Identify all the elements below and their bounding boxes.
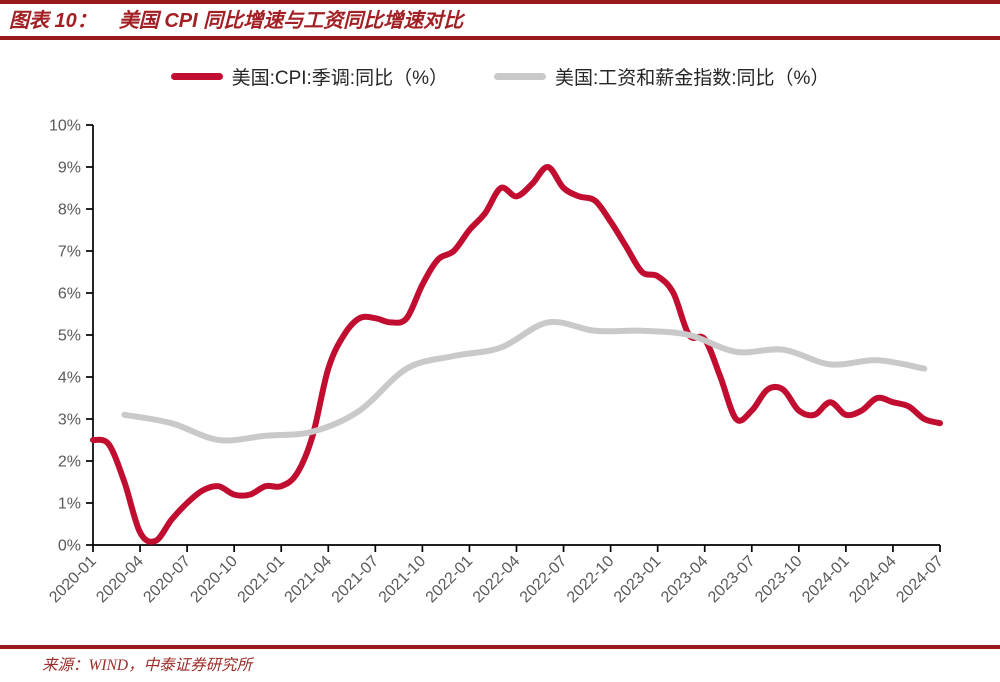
- x-tick-label: 2022-07: [517, 553, 571, 607]
- x-tick-label: 2020-07: [140, 553, 194, 607]
- x-tick-label: 2024-07: [893, 553, 947, 607]
- cpi-legend-label: 美国:CPI:季调:同比（%）: [231, 68, 448, 89]
- y-tick-label: 4%: [58, 370, 81, 387]
- wage-line-swatch: [493, 73, 546, 80]
- x-tick-label: 2023-01: [611, 553, 665, 607]
- x-tick-label: 2020-04: [93, 553, 147, 607]
- source-note: 来源：WIND，中泰证券研究所: [42, 657, 253, 674]
- x-tick-label: 2022-01: [423, 553, 477, 607]
- x-tick-label: 2021-10: [376, 553, 430, 607]
- cpi-line: [90, 164, 943, 545]
- x-tick-label: 2022-04: [470, 553, 524, 607]
- y-tick-label: 6%: [58, 286, 81, 303]
- x-tick-label: 2023-04: [658, 553, 712, 607]
- x-tick-label: 2020-01: [46, 553, 100, 607]
- x-tick-label: 2023-07: [705, 553, 759, 607]
- figure-title-text: 美国 CPI 同比增速与工资同比增速对比: [118, 10, 464, 32]
- y-tick-label: 8%: [58, 202, 81, 219]
- y-tick-label: 10%: [49, 118, 81, 135]
- cpi-line-swatch: [170, 73, 223, 80]
- title-top-rule: [0, 0, 1000, 4]
- wage-line: [121, 318, 928, 444]
- y-tick-label: 7%: [58, 244, 81, 261]
- y-tick-label: 1%: [58, 496, 81, 513]
- y-tick-label: 5%: [58, 328, 81, 345]
- chart-legend: 美国:CPI:季调:同比（%） 美国:工资和薪金指数:同比（%）: [0, 63, 1000, 90]
- title-bottom-rule: [0, 36, 1000, 40]
- y-tick-label: 2%: [58, 454, 81, 471]
- figure-title: 图表 10： 美国 CPI 同比增速与工资同比增速对比: [9, 8, 463, 34]
- x-tick-label: 2021-01: [235, 553, 289, 607]
- x-tick-label: 2021-07: [329, 553, 383, 607]
- x-tick-label: 2020-10: [187, 553, 241, 607]
- y-tick-label: 9%: [58, 160, 81, 177]
- line-chart: 0%1%2%3%4%5%6%7%8%9%10%2020-012020-04202…: [46, 118, 947, 607]
- figure-number-label: 图表 10：: [9, 10, 97, 32]
- x-tick-label: 2022-10: [564, 553, 618, 607]
- x-tick-label: 2024-01: [799, 553, 853, 607]
- x-tick-label: 2024-04: [846, 553, 900, 607]
- x-tick-label: 2023-10: [752, 553, 806, 607]
- wage-legend-label: 美国:工资和薪金指数:同比（%）: [554, 68, 830, 89]
- x-tick-label: 2021-04: [282, 553, 336, 607]
- y-tick-label: 0%: [58, 538, 81, 555]
- footer-rule: [0, 645, 1000, 649]
- legend-item-cpi: 美国:CPI:季调:同比（%）: [170, 63, 448, 90]
- y-tick-label: 3%: [58, 412, 81, 429]
- legend-item-wage: 美国:工资和薪金指数:同比（%）: [493, 63, 830, 90]
